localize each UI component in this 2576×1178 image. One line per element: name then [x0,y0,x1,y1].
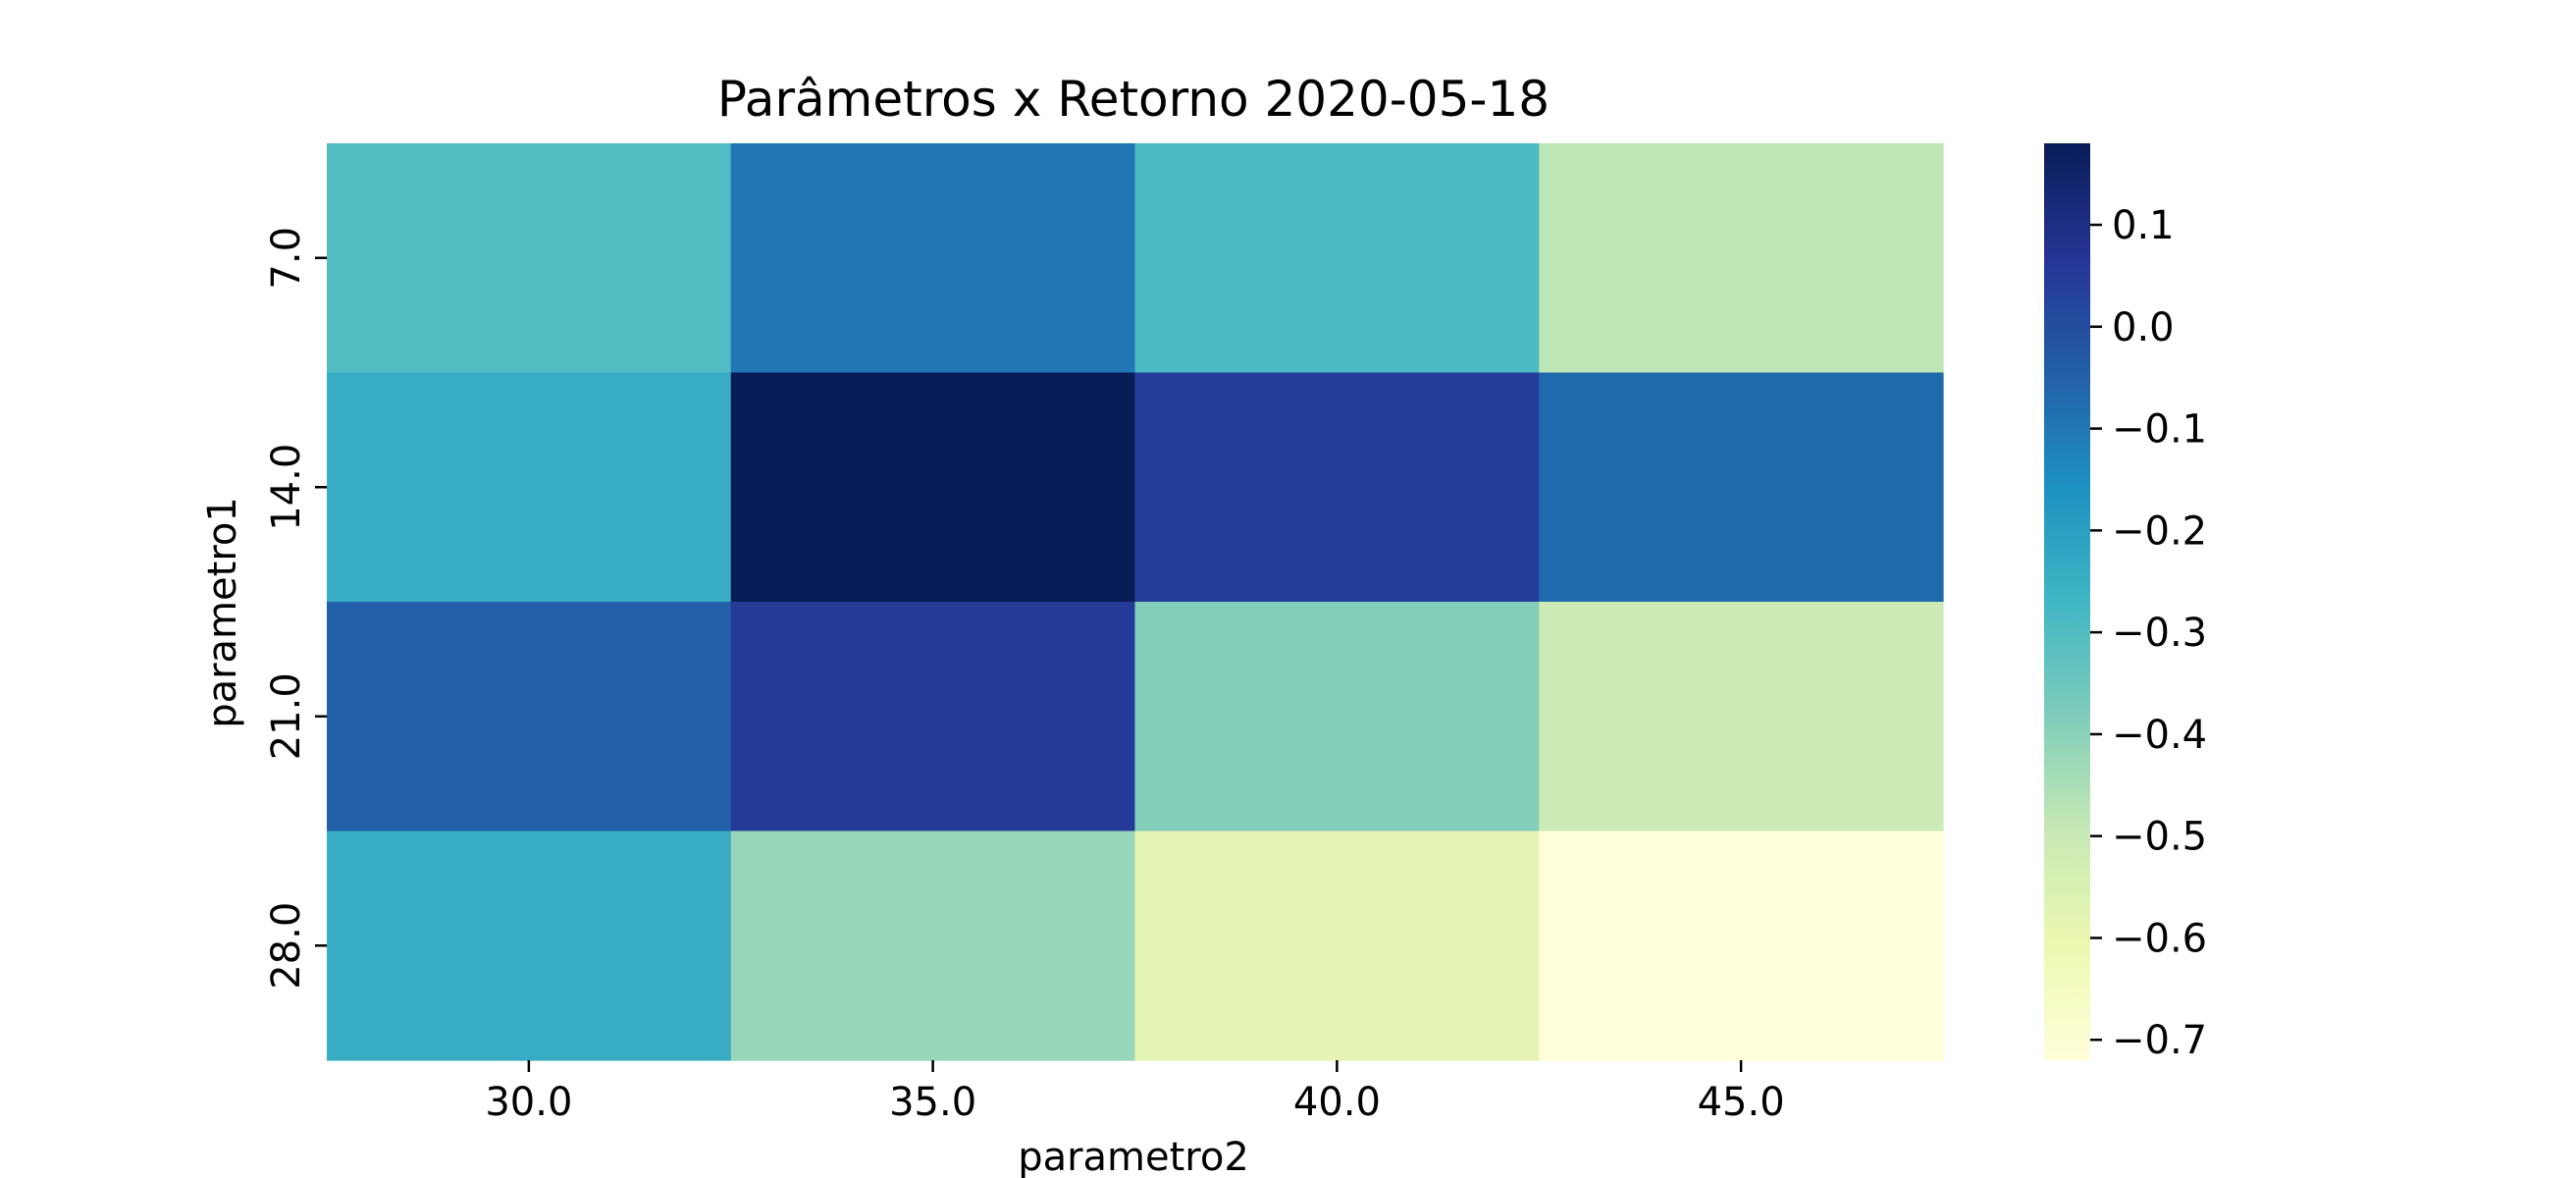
heatmap-cell [730,372,1136,603]
x-axis: 30.0 35.0 40.0 45.0 [485,1060,1785,1125]
y-tick-label: 21.0 [264,672,309,760]
heatmap-cell [730,830,1136,1061]
colorbar-tick-label: −0.2 [2112,509,2207,554]
colorbar-ticks: 0.1 0.0 −0.1 −0.2 −0.3 −0.4 −0.5 −0.6 −0.7 [2090,203,2207,1063]
heatmap-cell [1134,372,1540,603]
heatmap-cell [327,830,732,1061]
heatmap-cell [327,372,732,603]
colorbar-tick-label: −0.1 [2112,407,2207,453]
heatmap-cells [327,143,1944,1061]
heatmap-cell [1539,372,1944,603]
heatmap-cell [1134,143,1540,374]
heatmap-cell [1539,830,1944,1061]
colorbar-tick-label: 0.0 [2112,305,2175,350]
x-tick-label: 35.0 [889,1080,976,1125]
heatmap-cell [730,602,1136,832]
chart-title: Parâmetros x Retorno 2020-05-18 [717,71,1550,128]
y-axis-label: parametro1 [200,497,245,728]
colorbar-tick-label: −0.3 [2112,611,2207,656]
colorbar-tick-label: −0.7 [2112,1018,2207,1063]
heatmap-cell [1539,143,1944,374]
y-tick-label: 14.0 [264,444,309,531]
heatmap-cell [730,143,1136,374]
x-tick-label: 30.0 [485,1080,572,1125]
y-axis: 7.0 14.0 21.0 28.0 [264,227,327,990]
colorbar [2044,143,2090,1060]
heatmap-cell [1539,602,1944,832]
heatmap-cell [327,143,732,374]
heatmap-cell [1134,602,1540,832]
colorbar-tick-label: −0.4 [2112,713,2207,758]
y-tick-label: 7.0 [264,227,309,290]
x-tick-label: 40.0 [1293,1080,1381,1125]
y-tick-label: 28.0 [264,902,309,990]
x-tick-label: 45.0 [1698,1080,1785,1125]
x-axis-label: parametro2 [1018,1135,1249,1178]
colorbar-tick-label: −0.5 [2112,815,2207,860]
colorbar-tick-label: −0.6 [2112,916,2207,961]
heatmap-cell [327,602,732,832]
heatmap-cell [1134,830,1540,1061]
colorbar-tick-label: 0.1 [2112,203,2175,248]
